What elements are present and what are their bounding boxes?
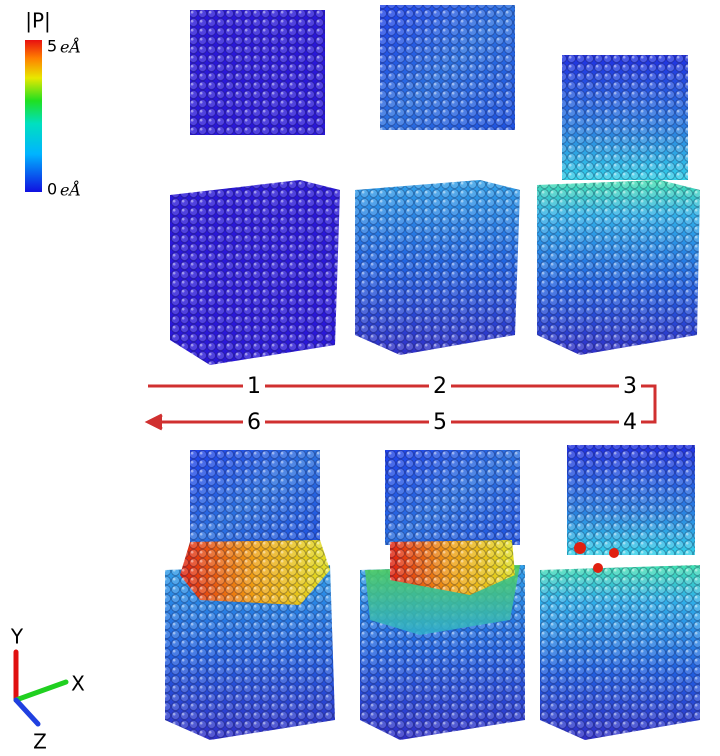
step-labels: 1 2 3 4 5 6 xyxy=(243,374,641,435)
axis-triad xyxy=(13,649,69,727)
colorbar-max: 5 xyxy=(47,37,57,56)
step-label: 6 xyxy=(247,410,261,435)
step-label: 5 xyxy=(433,410,447,435)
colorbar-title: |P| xyxy=(25,9,51,33)
step-label: 3 xyxy=(623,374,637,399)
tip-blocks xyxy=(190,5,688,180)
step-label: 2 xyxy=(433,374,447,399)
colorbar xyxy=(25,40,42,192)
contact-blocks xyxy=(165,445,700,740)
colorbar-unit: eÅ xyxy=(60,37,81,57)
axis-label: Z xyxy=(33,730,47,754)
substrate-blocks xyxy=(170,180,700,365)
sequence-arrows xyxy=(144,384,657,431)
axis-label: X xyxy=(71,672,85,696)
colorbar-min: 0 xyxy=(47,180,57,199)
axis-label: Y xyxy=(10,625,24,649)
step-label: 1 xyxy=(247,374,261,399)
colorbar-unit: eÅ xyxy=(60,180,81,200)
step-label: 4 xyxy=(623,410,637,435)
